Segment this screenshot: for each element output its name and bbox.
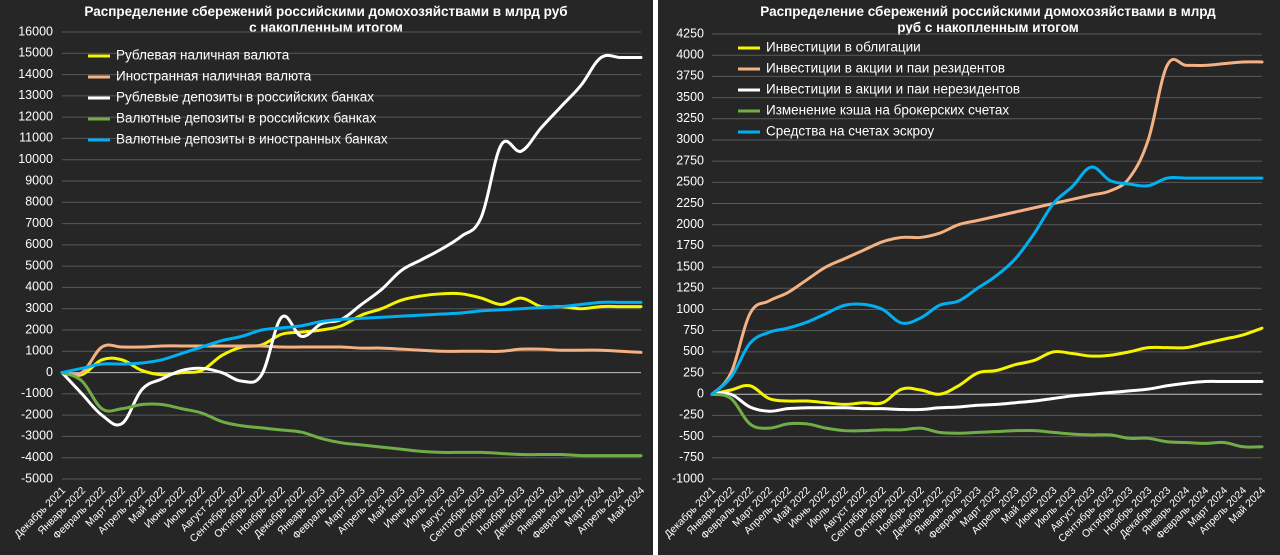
y-tick-label: 7000 bbox=[25, 216, 53, 230]
y-tick-label: 5000 bbox=[25, 258, 53, 272]
series-line-5 bbox=[60, 300, 643, 375]
y-tick-label: 3500 bbox=[676, 90, 704, 104]
chart-title-line: Распределение сбережений российскими дом… bbox=[84, 4, 567, 19]
legend-label-1: Рублевая наличная валюта bbox=[116, 48, 290, 63]
chart-right: Распределение сбережений российскими дом… bbox=[662, 4, 1268, 545]
y-tick-label: -500 bbox=[679, 429, 704, 443]
y-tick-label: 250 bbox=[683, 365, 704, 379]
y-tick-label: 4000 bbox=[25, 280, 53, 294]
y-tick-label: 3250 bbox=[676, 111, 704, 125]
series-line-3 bbox=[60, 53, 643, 427]
legend-label-5: Валютные депозиты в иностранных банках bbox=[116, 132, 388, 147]
y-tick-label: 2500 bbox=[676, 175, 704, 189]
y-tick-label: 4250 bbox=[676, 26, 704, 40]
y-tick-label: -750 bbox=[679, 450, 704, 464]
chart-title-line: Распределение сбережений российскими дом… bbox=[760, 4, 1216, 19]
y-tick-label: 4000 bbox=[676, 47, 704, 61]
y-tick-label: 6000 bbox=[25, 237, 53, 251]
legend-label-2: Иностранная наличная валюта bbox=[116, 69, 312, 84]
y-tick-label: -1000 bbox=[672, 471, 704, 485]
y-tick-label: 1000 bbox=[25, 344, 53, 358]
series-line-4 bbox=[710, 392, 1264, 449]
y-tick-label: 2000 bbox=[25, 322, 53, 336]
y-tick-label: -2000 bbox=[21, 407, 53, 421]
series-line-3 bbox=[710, 379, 1264, 413]
chart-panel-left: Распределение сбережений российскими дом… bbox=[0, 0, 653, 555]
y-tick-label: 3000 bbox=[25, 301, 53, 315]
y-tick-label: 3000 bbox=[676, 132, 704, 146]
y-tick-label: 11000 bbox=[19, 131, 53, 145]
y-tick-label: 0 bbox=[697, 387, 704, 401]
y-tick-label: -5000 bbox=[21, 471, 53, 485]
y-tick-label: 16000 bbox=[18, 24, 53, 38]
y-tick-label: 8000 bbox=[25, 195, 53, 209]
y-tick-label: -1000 bbox=[21, 386, 53, 400]
series-line-5 bbox=[710, 165, 1264, 396]
y-tick-label: 0 bbox=[46, 365, 53, 379]
legend-label-4: Валютные депозиты в российских банках bbox=[116, 111, 377, 126]
series-line-4 bbox=[60, 371, 643, 458]
legend-label-3: Инвестиции в акции и паи нерезидентов bbox=[766, 82, 1020, 97]
y-tick-label: -250 bbox=[679, 408, 704, 422]
y-tick-label: 10000 bbox=[18, 152, 53, 166]
chart-title-line: руб с накопленным итогом bbox=[897, 20, 1079, 35]
y-tick-label: 1250 bbox=[676, 281, 704, 295]
y-tick-label: 1500 bbox=[676, 259, 704, 273]
y-tick-label: 3750 bbox=[676, 69, 704, 83]
y-tick-label: 1000 bbox=[676, 302, 704, 316]
series-line-1 bbox=[710, 326, 1264, 406]
chart-left: Распределение сбережений российскими дом… bbox=[12, 4, 647, 545]
y-tick-label: 12000 bbox=[18, 109, 53, 123]
y-tick-label: 14000 bbox=[18, 67, 53, 81]
y-tick-label: 2750 bbox=[676, 153, 704, 167]
legend-label-1: Инвестиции в облигации bbox=[766, 40, 921, 55]
chart-title-line: с накопленным итогом bbox=[249, 20, 403, 35]
legend-label-2: Инвестиции в акции и паи резидентов bbox=[766, 61, 1005, 76]
y-tick-label: 750 bbox=[683, 323, 704, 337]
legend-label-4: Изменение кэша на брокерских счетах bbox=[766, 103, 1009, 118]
y-tick-label: 500 bbox=[683, 344, 704, 358]
series-line-2 bbox=[710, 57, 1264, 396]
y-tick-label: 2250 bbox=[676, 196, 704, 210]
chart-panel-right: Распределение сбережений российскими дом… bbox=[658, 0, 1280, 555]
y-tick-label: 13000 bbox=[18, 88, 53, 102]
y-tick-label: 1750 bbox=[676, 238, 704, 252]
y-tick-label: 2000 bbox=[676, 217, 704, 231]
legend-label-5: Средства на счетах эскроу bbox=[766, 124, 934, 139]
y-tick-label: -4000 bbox=[21, 450, 53, 464]
y-tick-label: -3000 bbox=[21, 429, 53, 443]
series-line-2 bbox=[60, 343, 643, 377]
y-tick-label: 9000 bbox=[25, 173, 53, 187]
y-tick-label: 15000 bbox=[18, 46, 53, 60]
legend-label-3: Рублевые депозиты в российских банках bbox=[116, 90, 374, 105]
